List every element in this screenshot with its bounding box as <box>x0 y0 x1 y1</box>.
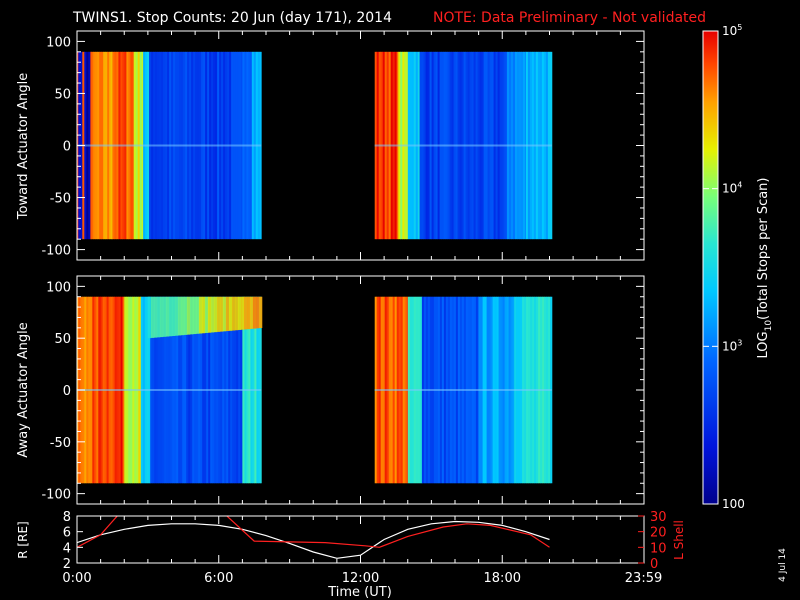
heatmap-high-angle-cell <box>213 296 218 333</box>
heatmap-high-angle-cell <box>243 296 248 330</box>
y-tick-label-left: 2 <box>63 557 71 572</box>
heatmap-column <box>72 297 74 484</box>
y-tick-label-right: 30 <box>650 510 667 525</box>
toward-heatmap <box>72 51 553 240</box>
y-tick-label-left: 8 <box>63 510 71 525</box>
colorbar-label: LOG10(Total Stops per Scan) <box>756 178 774 359</box>
colorbar <box>703 31 718 504</box>
heatmap-high-angle-cell <box>222 296 227 332</box>
chart-title: TWINS1. Stop Counts: 20 Jun (day 171), 2… <box>72 10 392 26</box>
x-tick-label: 6:00 <box>204 571 233 586</box>
heatmap-column <box>74 52 76 239</box>
heatmap-high-angle-cell <box>255 296 260 329</box>
heatmap-high-angle-cell <box>156 296 161 338</box>
heatmap-column <box>72 52 74 239</box>
heatmap-high-angle-cell <box>204 296 209 333</box>
y-tick-label: 50 <box>54 332 71 347</box>
y-tick-label-right: 10 <box>650 541 667 556</box>
heatmap-high-angle-cell <box>219 296 224 332</box>
colorbar-frame <box>702 30 719 505</box>
y-tick-label: 100 <box>46 35 71 50</box>
heatmap-high-angle-cell <box>225 296 230 332</box>
axes-layer: -100-50050100-100-50050100246801020300:0… <box>41 31 667 586</box>
heatmap-high-angle-cell <box>210 296 215 333</box>
heatmap-high-angle-cell <box>180 296 185 336</box>
y-tick-label-left: 6 <box>63 526 71 541</box>
heatmap-high-angle-cell <box>159 296 164 338</box>
y-tick-label: 50 <box>54 87 71 102</box>
toward-ylabel: Toward Actuator Angle <box>16 73 31 220</box>
ephemeris-lines <box>77 516 550 559</box>
heatmap-high-angle-cell <box>177 296 182 336</box>
heatmap-high-angle-cell <box>165 296 170 337</box>
away-heatmap <box>72 296 553 484</box>
heatmap-high-angle-cell <box>252 296 257 329</box>
heatmap-column <box>74 297 76 484</box>
heatmap-high-angle-cell <box>201 296 206 334</box>
l-shell-line <box>77 516 550 548</box>
heatmap-high-angle-cell <box>192 296 197 335</box>
heatmap-high-angle-cell <box>162 296 167 337</box>
heatmap-high-angle-cell <box>240 296 245 330</box>
ephemeris-ylabel-left: R [RE] <box>16 521 30 558</box>
heatmap-high-angle-cell <box>174 296 179 336</box>
heatmap-high-angle-cell <box>228 296 233 331</box>
ephemeris-ylabel-right: L Shell <box>672 520 686 560</box>
x-tick-label: 23:59 <box>625 571 662 586</box>
heatmap-high-angle-cell <box>168 296 173 337</box>
heatmap-high-angle-cell <box>258 296 263 329</box>
y-tick-label: -100 <box>41 488 71 503</box>
colorbar-tick-label: 104 <box>722 181 742 196</box>
heatmap-high-angle-cell <box>186 296 191 335</box>
x-axis-label: Time (UT) <box>327 585 392 600</box>
y-tick-label: 0 <box>63 140 71 155</box>
away-ylabel: Away Actuator Angle <box>16 322 31 457</box>
heatmap-high-angle-cell <box>249 296 254 329</box>
x-tick-label: 18:00 <box>484 571 521 586</box>
heatmap-high-angle-cell <box>171 296 176 336</box>
y-tick-label-right: 0 <box>650 557 658 572</box>
colorbar-tick-label: 100 <box>722 497 745 511</box>
heatmap-high-angle-cell <box>147 296 152 339</box>
heatmap-high-angle-cell <box>195 296 200 334</box>
heatmap-high-angle-cell <box>231 296 236 331</box>
heatmap-high-angle-cell <box>150 296 155 338</box>
preliminary-note: NOTE: Data Preliminary - Not validated <box>433 10 706 26</box>
y-tick-label-right: 20 <box>650 526 667 541</box>
colorbar-ticks: 100 103 104 105 <box>703 23 745 511</box>
y-tick-label: 0 <box>63 384 71 399</box>
x-tick-label: 0:00 <box>62 571 91 586</box>
heatmap-high-angle-cell <box>237 296 242 330</box>
y-tick-label: -100 <box>41 244 71 259</box>
heatmap-high-angle-cell <box>207 296 212 333</box>
heatmap-high-angle-cell <box>216 296 221 332</box>
y-tick-label: -50 <box>50 192 71 207</box>
heatmap-high-angle-cell <box>183 296 188 335</box>
generated-date: 4 Jul 14 <box>778 548 788 582</box>
heatmap-high-angle-cell <box>198 296 203 334</box>
heatmap-high-angle-cell <box>246 296 251 330</box>
y-tick-label-left: 4 <box>63 541 71 556</box>
heatmap-high-angle-cell <box>234 296 239 331</box>
colorbar-tick-label: 103 <box>722 338 742 353</box>
heatmap-high-angle-cell <box>153 296 158 338</box>
y-tick-label: 100 <box>46 280 71 295</box>
radius-line <box>77 520 550 559</box>
colorbar-tick-label: 105 <box>722 23 742 38</box>
heatmap-high-angle-cell <box>189 296 194 335</box>
x-tick-label: 12:00 <box>342 571 379 586</box>
y-tick-label: -50 <box>50 436 71 451</box>
